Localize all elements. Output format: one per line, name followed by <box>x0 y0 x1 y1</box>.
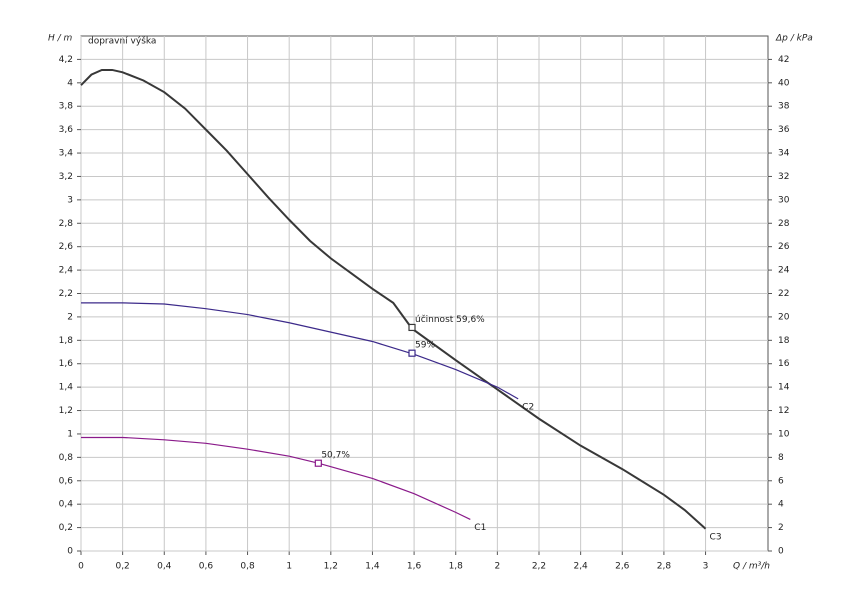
y2-tick-label: 28 <box>778 219 790 229</box>
series-label: C2 <box>522 402 534 412</box>
y-tick-label: 1 <box>67 429 73 439</box>
y2-tick-label: 10 <box>778 429 790 439</box>
y-tick-label: 2,4 <box>59 266 74 276</box>
y-tick-label: 2,2 <box>59 289 73 299</box>
x-tick-label: 1,2 <box>324 562 338 572</box>
y2-tick-label: 22 <box>778 289 789 299</box>
y2-tick-label: 14 <box>778 383 790 393</box>
series-label: C1 <box>474 523 486 533</box>
x-tick-label: 1,4 <box>365 562 380 572</box>
y-tick-label: 0,8 <box>59 453 74 463</box>
y-tick-label: 1,2 <box>59 406 73 416</box>
y-tick-label: 0,6 <box>59 476 74 486</box>
x-tick-label: 0,2 <box>115 562 129 572</box>
y2-tick-label: 26 <box>778 242 790 252</box>
y-tick-label: 0,2 <box>59 523 73 533</box>
x-tick-label: 2,4 <box>573 562 588 572</box>
y-tick-label: 1,4 <box>59 383 74 393</box>
marker <box>408 349 416 357</box>
y2-tick-label: 24 <box>778 266 790 276</box>
y2-tick-label: 16 <box>778 359 790 369</box>
y-tick-label: 3,6 <box>59 125 74 135</box>
x-tick-label: 2,6 <box>615 562 630 572</box>
y2-tick-label: 38 <box>778 102 790 112</box>
marker <box>314 459 322 467</box>
y2-tick-label: 6 <box>778 476 784 486</box>
y-tick-label: 0 <box>67 547 73 557</box>
x-tick-label: 0,8 <box>240 562 255 572</box>
y2-tick-label: 8 <box>778 453 784 463</box>
series-line <box>81 302 519 400</box>
y2-tick-label: 20 <box>778 312 790 322</box>
y2-tick-label: 36 <box>778 125 790 135</box>
x-tick-label: 0 <box>78 562 84 572</box>
y2-tick-label: 34 <box>778 149 790 159</box>
marker-label: 59% <box>415 341 435 351</box>
y2-tick-label: 0 <box>778 547 784 557</box>
y2-tick-label: 30 <box>778 195 790 205</box>
y-tick-label: 3,4 <box>59 149 74 159</box>
x-tick-label: 1 <box>286 562 292 572</box>
y2-tick-label: 18 <box>778 336 790 346</box>
x-tick-label: 0,4 <box>157 562 172 572</box>
y-tick-label: 2 <box>67 312 73 322</box>
y-tick-label: 1,6 <box>59 359 74 369</box>
x-tick-label: 3 <box>703 562 709 572</box>
x-tick-label: 2,8 <box>657 562 672 572</box>
y2-tick-label: 42 <box>778 55 789 65</box>
y-tick-label: 1,8 <box>59 336 74 346</box>
x-tick-label: 1,8 <box>449 562 464 572</box>
y-tick-label: 3 <box>67 195 73 205</box>
y2-axis-label: Δp / kPa <box>775 34 813 44</box>
y2-tick-label: 4 <box>778 500 784 510</box>
y-tick-label: 3,2 <box>59 172 73 182</box>
marker-label: účinnost 59,6% <box>415 314 485 325</box>
series-label: C3 <box>710 532 722 542</box>
y2-tick-label: 40 <box>778 78 790 88</box>
series-line <box>81 436 471 520</box>
y-tick-label: 0,4 <box>59 500 74 510</box>
y-tick-label: 4,2 <box>59 55 73 65</box>
y-tick-label: 2,6 <box>59 242 74 252</box>
x-tick-label: 0,6 <box>199 562 214 572</box>
series-line <box>80 68 707 530</box>
marker <box>408 323 416 332</box>
x-tick-label: 1,6 <box>407 562 422 572</box>
y-axis-label: H / m <box>48 34 73 44</box>
x-axis-label: Q / m³/h <box>733 562 770 572</box>
y-tick-label: 3,8 <box>59 102 74 112</box>
y2-tick-label: 12 <box>778 406 789 416</box>
y2-tick-label: 32 <box>778 172 789 182</box>
marker-label: 50,7% <box>321 451 350 461</box>
x-tick-label: 2,2 <box>532 562 546 572</box>
y2-tick-label: 2 <box>778 523 784 533</box>
y-tick-label: 4 <box>67 78 73 88</box>
x-tick-label: 2 <box>494 562 500 572</box>
y-tick-label: 2,8 <box>59 219 74 229</box>
